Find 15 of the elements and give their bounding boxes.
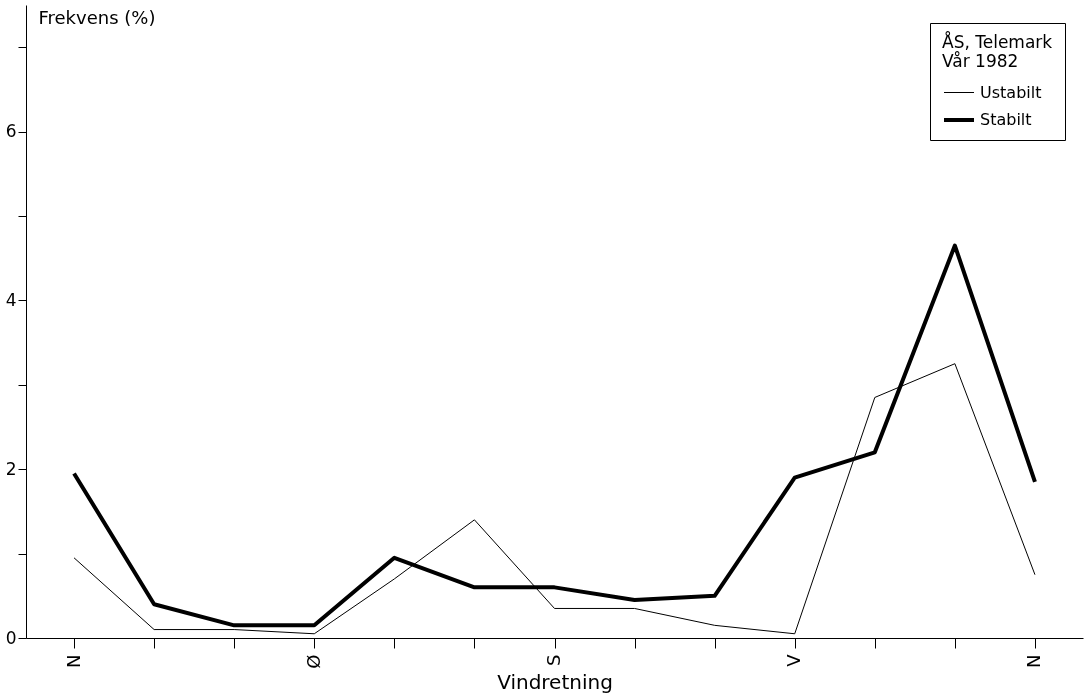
y-axis-title: Frekvens (%)	[38, 6, 156, 28]
text: Vår 1982	[942, 51, 1019, 71]
y-tick-label: 4	[5, 289, 17, 310]
legend-title: ÅS, Telemark	[942, 31, 1053, 52]
y-tick-label: 6	[5, 121, 17, 142]
y-tick-label: 2	[5, 458, 17, 479]
x-tick-label: N	[62, 654, 84, 668]
x-tick-label: S	[543, 654, 564, 666]
x-tick-label: Ø	[302, 654, 324, 669]
x-tick-label: N	[1023, 654, 1045, 668]
y-tick-label: 0	[5, 627, 17, 648]
x-tick-label: V	[783, 653, 805, 667]
legend-label: Stabilt	[980, 110, 1032, 129]
legend-label: Ustabilt	[980, 82, 1042, 102]
x-axis-title: Vindretning	[497, 669, 613, 694]
